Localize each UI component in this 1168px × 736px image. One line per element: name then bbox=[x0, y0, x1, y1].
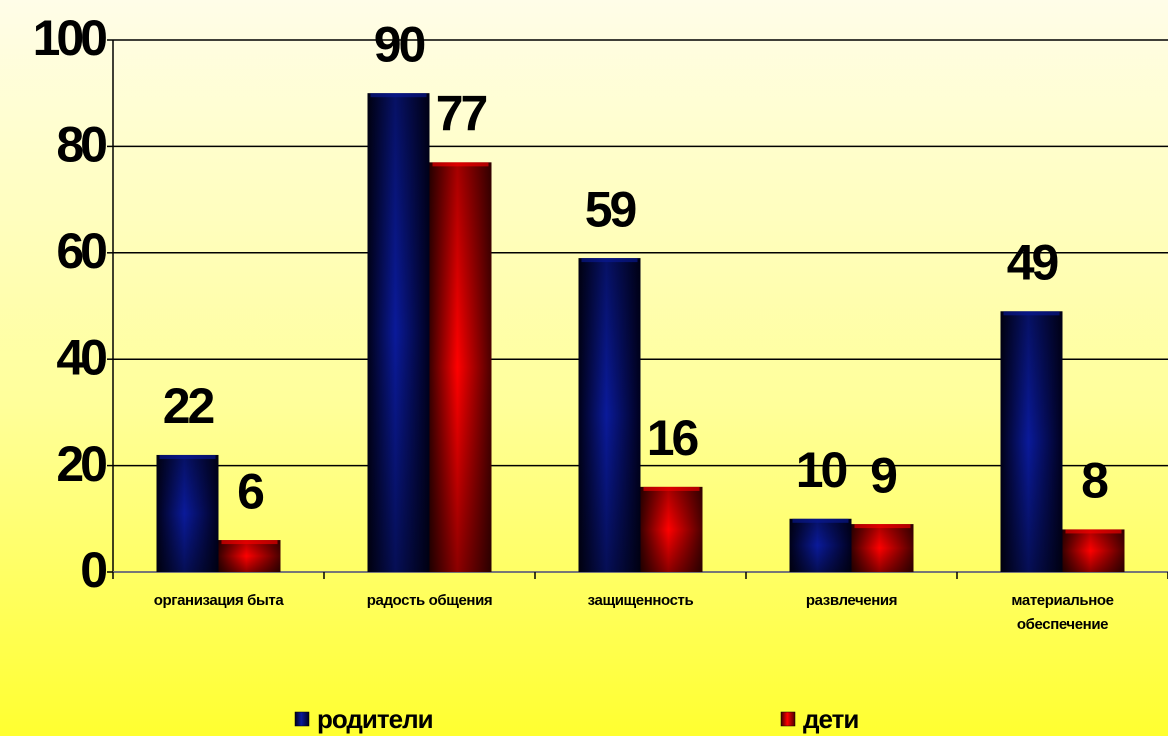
legend-swatch bbox=[294, 711, 310, 727]
bar-top bbox=[1003, 311, 1060, 316]
bar-top bbox=[370, 93, 427, 98]
y-tick-label: 80 bbox=[56, 117, 106, 173]
bar-top bbox=[432, 162, 489, 167]
bar-shade bbox=[1000, 311, 1063, 572]
bar-shade bbox=[367, 93, 430, 572]
bar-shade bbox=[218, 540, 281, 572]
bar-shade bbox=[578, 258, 641, 572]
data-label: 49 bbox=[1007, 235, 1058, 291]
bar-shade bbox=[789, 518, 852, 572]
bar-top bbox=[1065, 529, 1122, 534]
bar-top bbox=[792, 518, 849, 523]
y-tick-label: 0 bbox=[80, 542, 106, 598]
data-label: 59 bbox=[585, 181, 636, 237]
y-tick-label: 40 bbox=[56, 329, 106, 385]
bar-shade bbox=[1062, 529, 1125, 572]
legend-label: родители bbox=[317, 704, 433, 734]
bar-top bbox=[854, 524, 911, 529]
bar-shade bbox=[156, 454, 219, 572]
legend-swatch bbox=[780, 711, 796, 727]
x-tick-label: материальное обеспечение bbox=[1011, 592, 1114, 633]
data-label: 6 bbox=[237, 463, 263, 519]
data-label: 22 bbox=[163, 378, 214, 434]
bar-top bbox=[159, 454, 216, 459]
bar-top bbox=[643, 486, 700, 491]
data-label: 90 bbox=[374, 16, 425, 72]
x-tick-label: защищенность bbox=[587, 592, 694, 609]
bar-top bbox=[581, 258, 638, 263]
x-tick-label: организация быта bbox=[153, 592, 284, 609]
bar-top bbox=[221, 540, 278, 545]
data-label: 77 bbox=[436, 86, 487, 142]
y-tick-label: 100 bbox=[33, 10, 107, 66]
x-tick-label: развлечения bbox=[805, 592, 898, 609]
y-tick-label: 20 bbox=[56, 436, 106, 492]
data-label: 10 bbox=[796, 442, 847, 498]
bar-shade bbox=[429, 162, 492, 573]
data-label: 16 bbox=[647, 410, 698, 466]
y-tick-label: 60 bbox=[56, 223, 106, 279]
data-label: 8 bbox=[1081, 453, 1108, 509]
bar-shade bbox=[851, 524, 914, 572]
bar-shade bbox=[640, 486, 703, 572]
legend-label: дети bbox=[803, 704, 858, 734]
data-label: 9 bbox=[870, 447, 896, 503]
x-tick-label: радость общения bbox=[366, 592, 493, 609]
